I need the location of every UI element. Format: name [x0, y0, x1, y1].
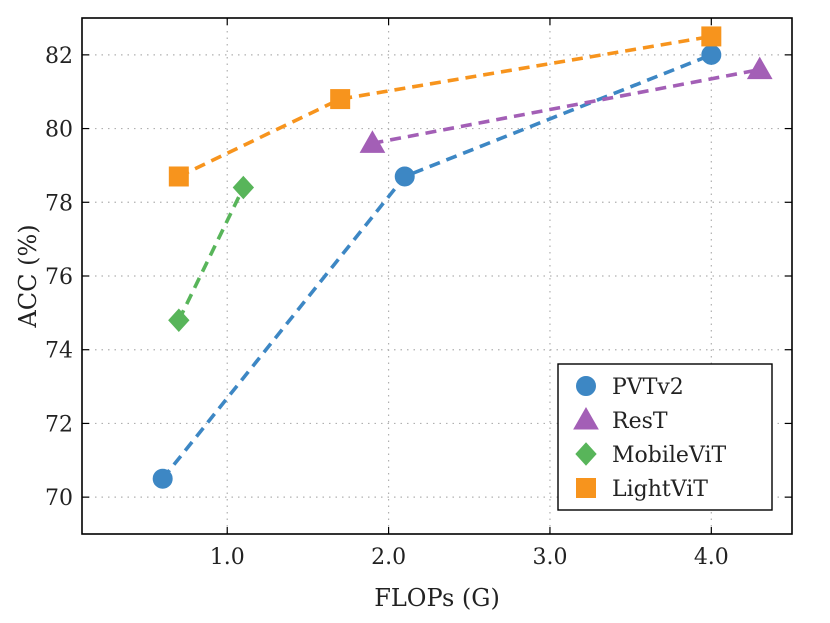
- y-tick-label: 74: [45, 339, 73, 364]
- series-pvtv2: [152, 44, 722, 489]
- legend-marker: [573, 406, 599, 430]
- y-tick-label: 76: [45, 265, 73, 290]
- y-tick-label: 78: [45, 191, 73, 216]
- x-axis-label: FLOPs (G): [374, 584, 500, 612]
- legend-marker: [576, 478, 596, 498]
- series-mobilevit: [168, 175, 255, 332]
- data-point: [701, 26, 722, 47]
- series-rest: [359, 56, 773, 153]
- series-line: [177, 186, 245, 322]
- legend: PVTv2 ResT MobileViT LightViT: [557, 363, 773, 511]
- series-line: [178, 34, 712, 179]
- data-point: [168, 308, 190, 332]
- y-tick-label: 72: [45, 412, 73, 437]
- legend-marker: [575, 442, 597, 466]
- data-point: [701, 44, 722, 65]
- x-tick-label: 4.0: [694, 545, 729, 570]
- x-tick-label: 3.0: [532, 545, 567, 570]
- data-point: [330, 89, 351, 110]
- series-lightvit: [168, 26, 722, 187]
- x-tick-label: 2.0: [371, 545, 406, 570]
- legend-label: ResT: [612, 409, 668, 434]
- y-tick-label: 70: [45, 486, 73, 511]
- y-axis-label: ACC (%): [14, 224, 42, 328]
- x-tick-label: 1.0: [210, 545, 245, 570]
- series-layer: [152, 26, 773, 489]
- y-tick-label: 80: [45, 118, 73, 143]
- data-point: [168, 166, 189, 187]
- legend-marker: [576, 376, 596, 396]
- data-point: [394, 166, 415, 187]
- legend-label: MobileViT: [612, 443, 726, 468]
- legend-label: LightViT: [612, 477, 708, 502]
- axis-ticks: 1.0 2.0 3.0 4.0 70 72 74 76 78 80 82: [45, 18, 792, 570]
- data-point: [746, 56, 773, 80]
- data-point: [232, 175, 255, 200]
- legend-label: PVTv2: [612, 375, 684, 400]
- y-tick-label: 82: [45, 44, 73, 69]
- data-point: [152, 468, 173, 489]
- series-line: [372, 67, 761, 146]
- data-point: [359, 130, 386, 153]
